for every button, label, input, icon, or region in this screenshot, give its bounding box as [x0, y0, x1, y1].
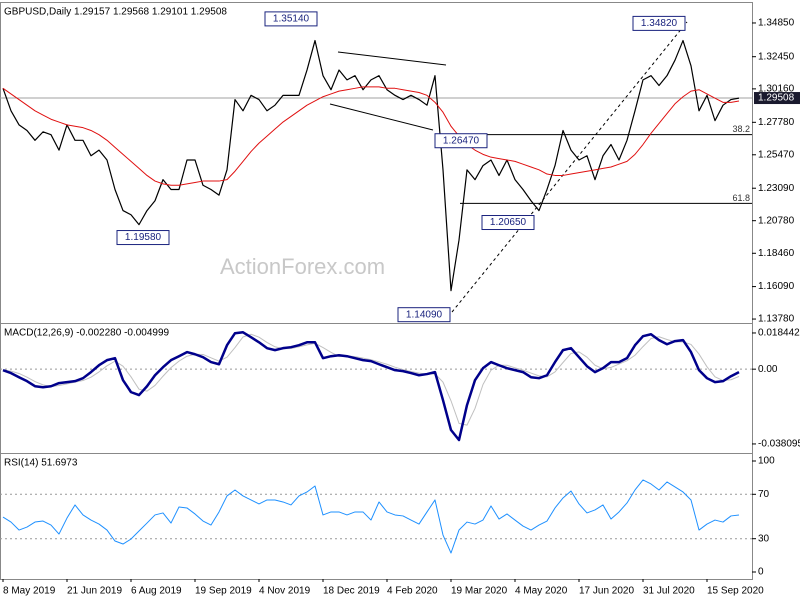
series-line: [2, 331, 740, 442]
panel-title: MACD(12,26,9) -0.002280 -0.004999: [4, 328, 170, 339]
x-tick-label: 18 Dec 2019: [323, 586, 380, 597]
panel-border: [0, 453, 753, 580]
x-tick-label: 21 Jun 2019: [67, 586, 122, 597]
price-annotation-box: [481, 215, 535, 231]
x-tick-label: 6 Aug 2019: [131, 586, 182, 597]
price-annotation: 1.34820: [641, 18, 678, 29]
channel-line: [337, 51, 447, 66]
y-tick-label: 1.27780: [758, 117, 795, 128]
price-annotation-box: [632, 15, 686, 31]
y-tick-label: 1.16090: [758, 281, 795, 292]
y-tick-label: 1.25470: [758, 149, 795, 160]
x-tick-label: 17 Jun 2020: [579, 586, 634, 597]
y-tick-label: 1.32450: [758, 51, 795, 62]
fib-label: 61.8: [732, 193, 750, 203]
price-annotation: 1.26470: [443, 135, 480, 146]
y-tick-label: -0.038095: [758, 439, 800, 450]
x-tick-label: 8 May 2019: [3, 586, 56, 597]
trend-line: [451, 21, 688, 313]
fib-label: 38.2: [732, 124, 750, 134]
price-annotation-box: [116, 230, 170, 246]
last-price-label: 1.29508: [758, 93, 795, 104]
price-annotation-box: [397, 307, 451, 323]
x-tick-label: 4 May 2020: [515, 586, 568, 597]
x-tick-label: 4 Feb 2020: [387, 586, 438, 597]
price-annotation: 1.19580: [125, 232, 162, 243]
y-tick-label: 1.30160: [758, 84, 795, 95]
y-tick-label: 70: [758, 489, 770, 500]
y-tick-label: 1.13780: [758, 314, 795, 325]
watermark: ActionForex.com: [220, 254, 385, 279]
y-tick-label: 1.34850: [758, 18, 795, 29]
price-annotation-box: [264, 11, 318, 27]
x-tick-label: 31 Jul 2020: [643, 586, 695, 597]
series-line: [2, 86, 740, 186]
x-tick-label: 19 Mar 2020: [451, 586, 508, 597]
x-tick-label: 19 Sep 2019: [195, 586, 252, 597]
panel-title: GBPUSD,Daily 1.29157 1.29568 1.29101 1.2…: [4, 7, 227, 18]
y-tick-label: 0.00: [758, 364, 778, 375]
channel-line: [329, 103, 434, 131]
y-tick-label: 100: [758, 456, 775, 467]
series-line: [2, 333, 740, 426]
panel-title: RSI(14) 51.6973: [4, 458, 78, 469]
x-tick-label: 4 Nov 2019: [259, 586, 311, 597]
x-tick-label: 15 Sep 2020: [707, 586, 764, 597]
y-tick-label: 1.23090: [758, 183, 795, 194]
y-tick-label: 0: [758, 567, 764, 578]
series-line: [2, 479, 740, 554]
price-annotation: 1.14090: [406, 309, 443, 320]
last-price-box: [754, 92, 800, 105]
y-tick-label: 0.018442: [758, 328, 800, 339]
price-annotation-box: [434, 133, 488, 149]
y-tick-label: 1.20780: [758, 215, 795, 226]
price-annotation: 1.20650: [490, 217, 527, 228]
y-tick-label: 1.18460: [758, 248, 795, 259]
y-tick-label: 30: [758, 533, 770, 544]
series-line: [2, 39, 740, 292]
price-annotation: 1.35140: [273, 14, 310, 25]
